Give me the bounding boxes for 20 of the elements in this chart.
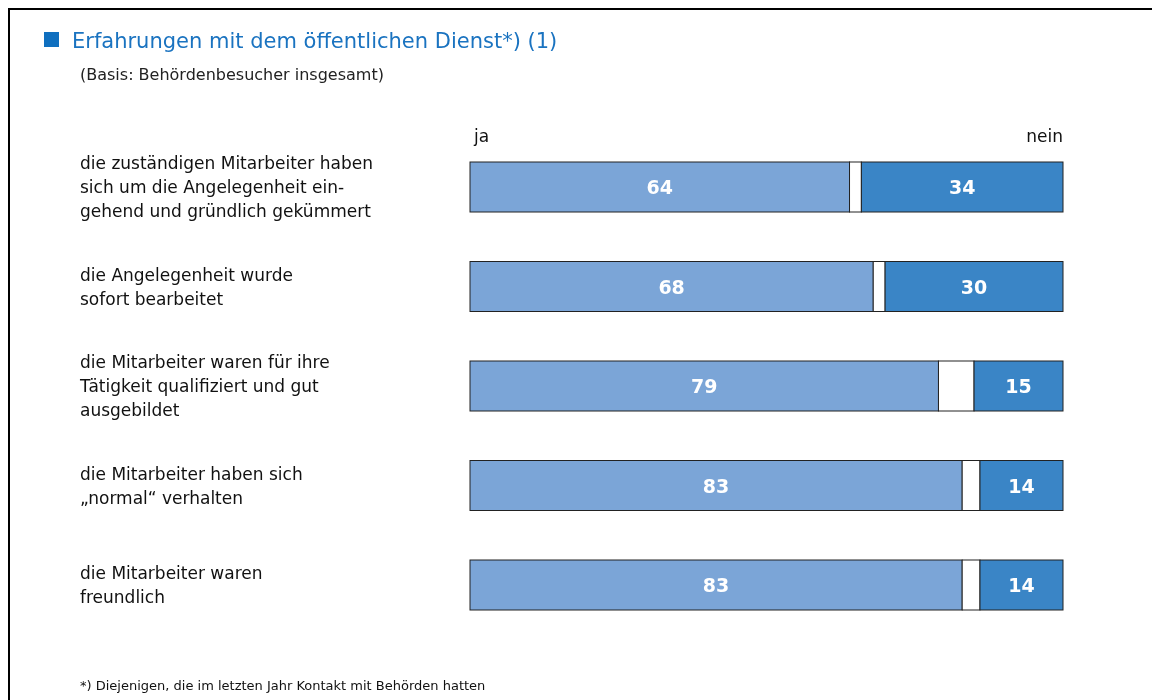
y-tick-label: die Angelegenheit wurde sofort bearbeitet — [80, 264, 293, 309]
y-tick-label: die Mitarbeiter haben sich „normal“ verhalten — [80, 463, 303, 508]
data-label: 83 — [702, 474, 730, 497]
y-tick-label: die Mitarbeiter waren für ihre Tätigkeit qualifiziert und gut ausgebildet — [79, 352, 330, 420]
data-label: 79 — [691, 375, 718, 397]
data-label: 68 — [658, 275, 685, 298]
series-label: nein — [1026, 126, 1063, 146]
data-label: 30 — [960, 275, 988, 298]
series-label: ja — [473, 126, 490, 146]
data-label: 64 — [646, 176, 673, 198]
chart-title: Erfahrungen mit dem öffentlichen Dienst*) (1) — [72, 29, 558, 53]
data-label: 14 — [1008, 474, 1035, 497]
text: *) Diejenigen, die im letzten Jahr Kontakt mit Behörden hatten — [80, 678, 486, 693]
data-label: 34 — [948, 176, 976, 198]
data-label: 83 — [702, 574, 730, 596]
data-label: 14 — [1008, 574, 1035, 596]
y-tick-label: die zuständigen Mitarbeiter haben sich um die Angelegenheit ein- gehend und gründlich gekümmert — [80, 153, 373, 221]
y-tick-label: die Mitarbeiter waren freundlich — [80, 563, 263, 607]
text: (Basis: Behördenbesucher insgesamt) — [80, 65, 384, 84]
data-label: 15 — [1005, 375, 1032, 397]
